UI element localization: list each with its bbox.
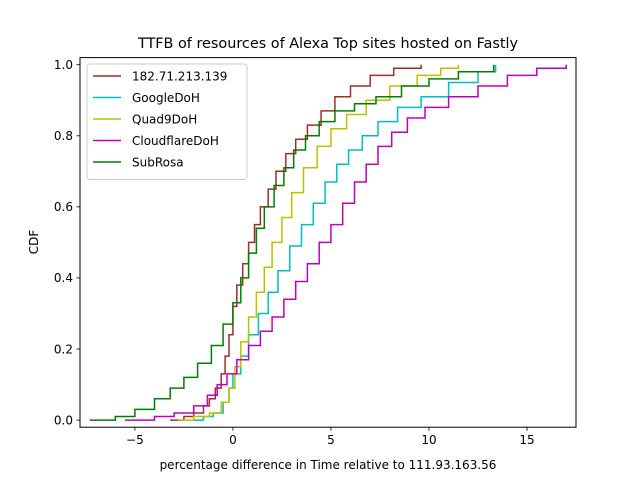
series-line-4 (89, 64, 495, 421)
x-tick-label: 15 (519, 433, 534, 447)
series-line-3 (125, 64, 567, 421)
x-tick-label: 5 (327, 433, 335, 447)
plot-area (89, 64, 567, 421)
y-tick-label: 1.0 (54, 58, 73, 72)
x-axis: −5 0 5 10 15 (126, 427, 535, 447)
x-axis-label: percentage difference in Time relative t… (160, 458, 497, 472)
axes-frame (79, 57, 577, 428)
legend-box (86, 63, 248, 180)
y-tick-label: 0.6 (54, 200, 73, 214)
y-tick-label: 0.0 (54, 413, 73, 427)
legend-label-4: SubRosa (132, 155, 184, 169)
y-axis: 0.0 0.2 0.4 0.6 0.8 1.0 (54, 58, 80, 427)
legend-label-0: 182.71.213.139 (132, 69, 227, 83)
chart-title: TTFB of resources of Alexa Top sites hos… (137, 36, 519, 52)
x-tick-label: 0 (229, 433, 237, 447)
x-tick-label: −5 (126, 433, 144, 447)
y-tick-label: 0.8 (54, 129, 73, 143)
y-tick-label: 0.4 (54, 271, 73, 285)
legend: 182.71.213.139 GoogleDoH Quad9DoH Cloudflar… (86, 63, 248, 180)
y-axis-label: CDF (27, 230, 41, 255)
series-line-2 (178, 64, 460, 421)
legend-label-3: CloudflareDoH (132, 134, 219, 148)
legend-label-1: GoogleDoH (132, 91, 200, 105)
legend-label-2: Quad9DoH (132, 112, 197, 126)
y-tick-label: 0.2 (54, 342, 73, 356)
x-tick-label: 10 (421, 433, 436, 447)
series-line-0 (170, 64, 422, 421)
